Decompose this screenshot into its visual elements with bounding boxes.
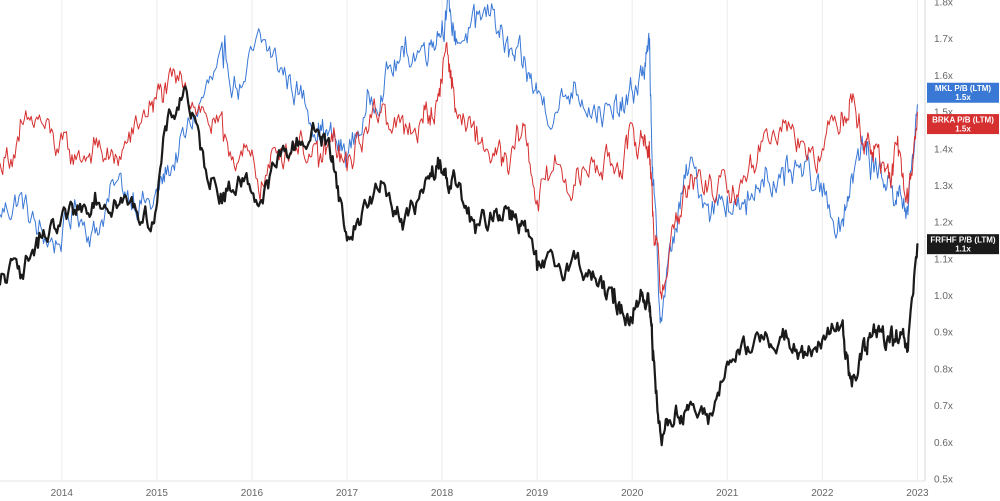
y-tick-label: 0.7x	[934, 401, 953, 412]
y-tick-label: 0.8x	[934, 364, 953, 375]
value-tag-bg	[927, 82, 999, 103]
value-tag-value: 1.1x	[955, 245, 971, 254]
value-tag-bg	[927, 114, 999, 135]
value-tag-2: FRFHF P/B (LTM)1.1x	[927, 234, 999, 255]
y-tick-label: 1.6x	[934, 71, 953, 82]
x-tick-label: 2023	[906, 488, 929, 499]
value-tag-name: BRKA P/B (LTM)	[932, 116, 994, 125]
value-tag-name: MKL P/B (LTM)	[935, 84, 991, 93]
value-tag-0: MKL P/B (LTM)1.5x	[927, 82, 999, 103]
value-tag-bg	[927, 234, 999, 255]
x-tick-label: 2016	[241, 488, 264, 499]
y-tick-label: 1.2x	[934, 218, 953, 229]
x-tick-label: 2019	[526, 488, 549, 499]
y-tick-label: 1.4x	[934, 144, 953, 155]
value-tag-1: BRKA P/B (LTM)1.5x	[927, 114, 999, 135]
x-axis-tick-labels: 2014 2015 2016 2017 2018 2019 2020 2021 2022 2023	[51, 488, 929, 499]
y-tick-label: 0.6x	[934, 438, 953, 449]
series-line-2	[0, 85, 919, 447]
vertical-gridlines	[61, 0, 918, 481]
y-tick-label: 1.7x	[934, 34, 953, 45]
series-line-0	[0, 0, 918, 324]
series-line-1	[0, 41, 918, 300]
x-tick-label: 2021	[716, 488, 739, 499]
value-tag-name: FRFHF P/B (LTM)	[930, 236, 996, 245]
x-tick-label: 2022	[811, 488, 834, 499]
x-tick-label: 2017	[336, 488, 359, 499]
value-tag-value: 1.5x	[955, 93, 971, 102]
y-tick-label: 0.9x	[934, 328, 953, 339]
y-tick-label: 0.5x	[934, 475, 953, 486]
y-tick-label: 1.5x	[934, 108, 953, 119]
y-tick-label: 1.3x	[934, 181, 953, 192]
series-lines	[0, 0, 919, 447]
y-tick-label: 1.1x	[934, 254, 953, 265]
x-tick-label: 2015	[146, 488, 169, 499]
y-tick-label: 1.0x	[934, 291, 953, 302]
y-tick-label: 1.8x	[934, 0, 953, 9]
x-tick-label: 2020	[621, 488, 644, 499]
x-tick-label: 2018	[431, 488, 454, 499]
x-tick-label: 2014	[51, 488, 74, 499]
y-axis-tick-labels: 0.5x 0.6x 0.7x 0.8x 0.9x 1.0x 1.1x 1.2x 1.3x 1.4x…	[934, 0, 953, 486]
value-tag-value: 1.5x	[955, 125, 971, 134]
